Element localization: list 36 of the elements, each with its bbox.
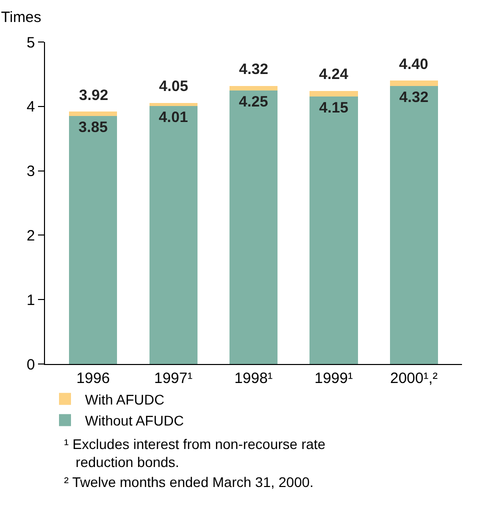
bar	[310, 90, 358, 97]
y-axis-title: Times	[1, 9, 42, 26]
y-tick-label: 0	[26, 356, 35, 374]
y-tick-label: 4	[26, 98, 35, 116]
text: ² Twelve months ended March 31, 2000.	[64, 474, 314, 490]
total-label: 4.32	[239, 61, 268, 78]
legend-label: Without AFUDC	[85, 412, 184, 429]
x-tick-label: 1997¹	[154, 370, 192, 387]
bar	[69, 112, 118, 116]
x-tick-label: 1999¹	[314, 370, 353, 387]
x-tick-label: 1996	[76, 370, 110, 387]
total-label: 4.40	[399, 56, 428, 73]
y-tick-label: 5	[26, 34, 35, 52]
data-label: 4.01	[158, 108, 188, 126]
y-tick-label: 3	[26, 163, 35, 180]
x-tick-label: 2000¹,²	[390, 370, 438, 387]
data-label: 4.25	[238, 93, 268, 110]
bar	[310, 96, 358, 364]
y-tick-label: 1	[26, 292, 35, 309]
data-label: 3.85	[78, 119, 108, 136]
bar	[69, 116, 118, 364]
bar	[149, 106, 198, 364]
data-label: 4.15	[319, 100, 348, 117]
bar	[229, 90, 278, 364]
total-label: 4.24	[319, 66, 349, 83]
data-label: 4.32	[399, 88, 428, 106]
y-tick-label: 2	[26, 227, 35, 244]
text: ¹ Excludes interest from non-recourse rate reduction bonds.	[64, 436, 326, 470]
bar	[390, 80, 438, 86]
legend-label: With AFUDC	[85, 391, 164, 408]
total-label: 4.05	[159, 78, 188, 95]
bar	[390, 86, 438, 364]
bar	[149, 103, 198, 106]
x-tick-label: 1998¹	[234, 370, 273, 387]
bar	[229, 86, 278, 90]
total-label: 3.92	[79, 87, 108, 104]
